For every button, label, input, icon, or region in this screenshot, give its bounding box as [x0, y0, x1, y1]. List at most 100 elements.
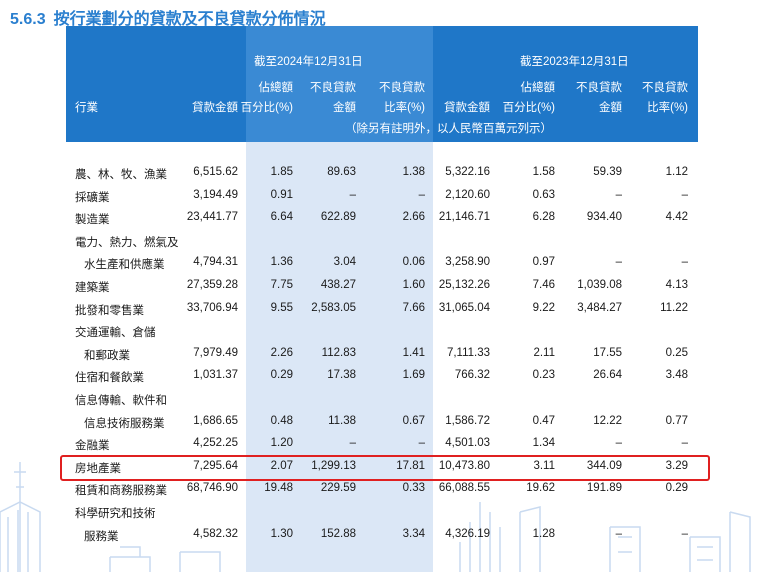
row-cell-ratio-2024: 0.67: [402, 414, 425, 427]
row-cell-loan-2023: 3,258.90: [445, 256, 490, 269]
row-cell-npl-2023: 59.39: [593, 166, 622, 178]
row-cell-ratio-2023: –: [681, 437, 688, 450]
row-cell-loan-2024: 27,359.28: [186, 279, 238, 291]
row-cell-share-2024: 1.20: [270, 437, 293, 450]
row-cell-ratio-2024: 3.34: [402, 527, 425, 540]
row-cell-ratio-2024: 1.60: [402, 279, 425, 291]
row-cell-loan-2024: 4,252.25: [193, 437, 238, 450]
row-cell-loan-2023: 4,326.19: [445, 527, 490, 540]
row-cell-share-2023: 1.28: [532, 527, 555, 540]
row-cell-npl-2024: 17.38: [327, 369, 356, 382]
row-cell-share-2023: 9.22: [532, 301, 555, 314]
row-cell-loan-2023: 7,111.33: [446, 346, 490, 359]
col-ratio-2023-header-line1: 不良貸款: [642, 82, 688, 94]
row-cell-loan-2024: 3,194.49: [193, 188, 238, 201]
row-industry-label: 農、林、牧、漁業: [75, 169, 167, 181]
col-share-2023-header-line1: 佔總額: [520, 82, 556, 94]
row-industry-label: 電力、熱力、燃氣及: [75, 236, 179, 249]
row-cell-npl-2023: 12.22: [593, 414, 622, 427]
row-cell-share-2023: 2.11: [533, 346, 555, 359]
row-cell-ratio-2023: 0.77: [665, 414, 688, 427]
row-cell-ratio-2024: 2.66: [402, 211, 425, 224]
col-loan-2023-header: 貸款金額: [444, 102, 490, 114]
row-industry-label: 信息技術服務業: [84, 417, 165, 430]
row-cell-ratio-2024: 17.81: [396, 459, 425, 472]
row-cell-share-2024: 7.75: [270, 279, 293, 291]
section-number: 5.6.3: [10, 11, 46, 28]
row-cell-npl-2023: –: [615, 437, 622, 450]
row-cell-npl-2024: 112.83: [321, 346, 356, 359]
row-cell-share-2024: 6.64: [270, 211, 293, 224]
row-cell-ratio-2023: 3.29: [665, 459, 688, 472]
row-cell-share-2024: 9.55: [270, 301, 293, 314]
row-cell-ratio-2024: 0.33: [402, 482, 425, 495]
row-industry-label: 水生產和供應業: [84, 259, 165, 272]
row-cell-share-2023: 7.46: [532, 279, 555, 291]
row-cell-npl-2023: –: [615, 527, 622, 540]
table-header-2024-highlight: [246, 26, 433, 142]
row-cell-share-2024: 2.07: [270, 459, 293, 472]
col-ratio-2024-header-line2: 比率(%): [384, 102, 425, 114]
row-cell-npl-2023: 934.40: [586, 211, 622, 224]
row-cell-npl-2024: 622.89: [320, 211, 356, 224]
row-cell-ratio-2024: –: [418, 437, 425, 450]
row-cell-loan-2024: 4,794.31: [193, 256, 238, 269]
row-cell-loan-2024: 6,515.62: [193, 166, 238, 178]
row-cell-share-2024: 0.29: [270, 369, 293, 382]
period-2023-label: 截至2023年12月31日: [520, 56, 629, 68]
column-2024-shade: [246, 142, 433, 572]
col-share-2024-header-line2: 百分比(%): [240, 102, 293, 114]
row-cell-ratio-2024: 0.06: [402, 256, 425, 269]
row-cell-share-2023: 0.63: [532, 188, 555, 201]
col-share-2023-header-line2: 百分比(%): [502, 102, 555, 114]
row-cell-npl-2024: 152.88: [320, 527, 356, 540]
row-industry-label: 批發和零售業: [75, 304, 144, 317]
row-cell-loan-2023: 5,322.16: [445, 166, 490, 178]
row-cell-share-2024: 1.85: [270, 166, 293, 178]
row-cell-loan-2023: 2,120.60: [445, 188, 490, 201]
row-cell-share-2023: 1.34: [532, 437, 555, 450]
row-cell-ratio-2024: 7.66: [402, 301, 425, 314]
section-title: 按行業劃分的貸款及不良貸款分佈情況: [53, 11, 326, 28]
row-cell-ratio-2023: 4.13: [665, 279, 688, 291]
col-industry-header: 行業: [75, 102, 98, 114]
row-cell-npl-2023: 3,484.27: [577, 301, 622, 314]
row-cell-share-2024: 1.30: [270, 527, 293, 540]
col-ratio-2023-header-line2: 比率(%): [647, 102, 688, 114]
col-loan-2024-header: 貸款金額: [192, 102, 238, 114]
row-cell-ratio-2024: 1.41: [402, 346, 425, 359]
row-cell-npl-2024: 3.04: [333, 256, 356, 269]
row-cell-share-2023: 3.11: [533, 459, 555, 472]
highlight-box-real-estate: [60, 455, 710, 481]
row-cell-ratio-2023: 4.42: [665, 211, 688, 224]
row-cell-npl-2023: 191.89: [586, 482, 622, 495]
row-cell-npl-2024: 438.27: [320, 279, 356, 291]
row-cell-loan-2024: 7,295.64: [193, 459, 238, 472]
row-cell-loan-2023: 21,146.71: [438, 211, 490, 224]
row-cell-share-2023: 19.62: [526, 482, 555, 495]
row-cell-npl-2023: –: [615, 256, 622, 269]
row-industry-label: 製造業: [75, 214, 110, 227]
row-cell-ratio-2023: 0.29: [665, 482, 688, 495]
row-cell-npl-2023: 26.64: [593, 369, 622, 382]
row-cell-share-2023: 1.58: [532, 166, 555, 178]
col-npl-2024-header-line1: 不良貸款: [310, 82, 356, 94]
row-cell-ratio-2023: 11.22: [660, 301, 688, 314]
row-cell-npl-2024: –: [349, 188, 356, 201]
row-cell-npl-2024: 1,299.13: [311, 459, 356, 472]
row-cell-npl-2023: 1,039.08: [577, 279, 622, 291]
row-cell-ratio-2023: 0.25: [665, 346, 688, 359]
row-cell-npl-2024: 2,583.05: [311, 301, 356, 314]
row-cell-loan-2024: 7,979.49: [193, 346, 238, 359]
row-cell-loan-2024: 33,706.94: [186, 301, 238, 314]
col-share-2024-header-line1: 佔總額: [258, 82, 294, 94]
row-cell-loan-2024: 68,746.90: [186, 482, 238, 495]
period-2024-label: 截至2024年12月31日: [254, 56, 363, 68]
row-cell-share-2024: 0.48: [270, 414, 293, 427]
row-industry-label: 房地產業: [75, 462, 121, 475]
row-industry-label: 服務業: [84, 530, 119, 543]
row-cell-ratio-2024: 1.69: [402, 369, 425, 382]
row-cell-npl-2024: 229.59: [320, 482, 356, 495]
row-cell-ratio-2023: –: [681, 188, 688, 201]
row-cell-share-2024: 19.48: [264, 482, 293, 495]
